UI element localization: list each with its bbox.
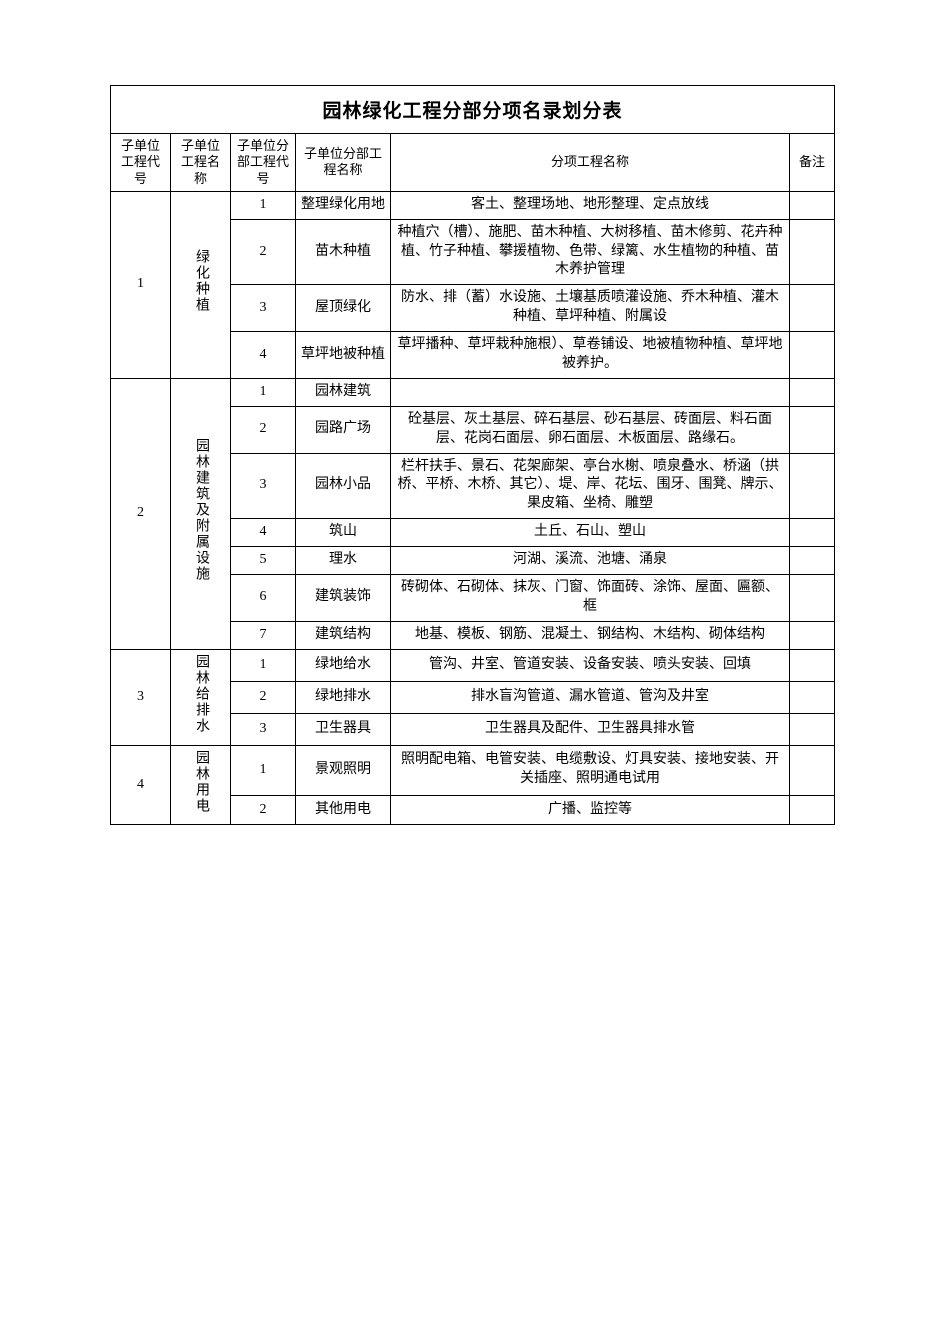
sub-name: 园林小品 bbox=[296, 453, 391, 519]
col-header-items: 分项工程名称 bbox=[391, 134, 790, 192]
section-name: 园林建筑及附属设施 bbox=[171, 378, 231, 649]
col-header-name: 子单位工程名称 bbox=[171, 134, 231, 192]
section-name: 园林用电 bbox=[171, 745, 231, 825]
items: 防水、排（蓄）水设施、土壤基质喷灌设施、乔木种植、灌木种植、草坪种植、附属设 bbox=[391, 285, 790, 332]
items: 砼基层、灰土基层、碎石基层、砂石基层、砖面层、料石面层、花岗石面层、卵石面层、木… bbox=[391, 406, 790, 453]
sub-code: 1 bbox=[231, 378, 296, 406]
col-header-note: 备注 bbox=[789, 134, 834, 192]
note bbox=[789, 453, 834, 519]
table-row: 1 绿化种植 1 整理绿化用地 客土、整理场地、地形整理、定点放线 bbox=[111, 191, 835, 219]
sub-name: 建筑结构 bbox=[296, 621, 391, 649]
section-code: 4 bbox=[111, 745, 171, 825]
col-header-subcode: 子单位分部工程代号 bbox=[231, 134, 296, 192]
items: 种植穴（槽）、施肥、苗木种植、大树移植、苗木修剪、花卉种植、竹子种植、攀援植物、… bbox=[391, 219, 790, 285]
sub-name: 建筑装饰 bbox=[296, 575, 391, 622]
table-title: 园林绿化工程分部分项名录划分表 bbox=[111, 86, 835, 134]
items: 广播、监控等 bbox=[391, 795, 790, 825]
sub-name: 苗木种植 bbox=[296, 219, 391, 285]
sub-name: 绿地排水 bbox=[296, 681, 391, 713]
table-row: 4 园林用电 1 景观照明 照明配电箱、电管安装、电缆敷设、灯具安装、接地安装、… bbox=[111, 745, 835, 795]
sub-name: 园路广场 bbox=[296, 406, 391, 453]
sub-code: 1 bbox=[231, 649, 296, 681]
note bbox=[789, 575, 834, 622]
sub-code: 5 bbox=[231, 547, 296, 575]
sub-code: 4 bbox=[231, 519, 296, 547]
note bbox=[789, 745, 834, 795]
note bbox=[789, 191, 834, 219]
sub-code: 3 bbox=[231, 285, 296, 332]
note bbox=[789, 219, 834, 285]
landscape-table: 园林绿化工程分部分项名录划分表 子单位工程代号 子单位工程名称 子单位分部工程代… bbox=[110, 85, 835, 825]
sub-name: 景观照明 bbox=[296, 745, 391, 795]
items: 地基、模板、钢筋、混凝土、钢结构、木结构、砌体结构 bbox=[391, 621, 790, 649]
note bbox=[789, 649, 834, 681]
sub-code: 7 bbox=[231, 621, 296, 649]
sub-code: 1 bbox=[231, 745, 296, 795]
note bbox=[789, 795, 834, 825]
items: 排水盲沟管道、漏水管道、管沟及井室 bbox=[391, 681, 790, 713]
items bbox=[391, 378, 790, 406]
table-row: 2 园林建筑及附属设施 1 园林建筑 bbox=[111, 378, 835, 406]
items: 土丘、石山、塑山 bbox=[391, 519, 790, 547]
note bbox=[789, 332, 834, 379]
sub-code: 2 bbox=[231, 795, 296, 825]
sub-name: 理水 bbox=[296, 547, 391, 575]
sub-name: 整理绿化用地 bbox=[296, 191, 391, 219]
items: 管沟、井室、管道安装、设备安装、喷头安装、回填 bbox=[391, 649, 790, 681]
note bbox=[789, 621, 834, 649]
items: 照明配电箱、电管安装、电缆敷设、灯具安装、接地安装、开关插座、照明通电试用 bbox=[391, 745, 790, 795]
section-code: 2 bbox=[111, 378, 171, 649]
note bbox=[789, 519, 834, 547]
items: 草坪播种、草坪栽种施根）、草卷铺设、地被植物种植、草坪地被养护。 bbox=[391, 332, 790, 379]
col-header-code: 子单位工程代号 bbox=[111, 134, 171, 192]
table-body: 1 绿化种植 1 整理绿化用地 客土、整理场地、地形整理、定点放线 2 苗木种植… bbox=[111, 191, 835, 825]
note bbox=[789, 713, 834, 745]
note bbox=[789, 285, 834, 332]
col-header-subname: 子单位分部工程名称 bbox=[296, 134, 391, 192]
section-name: 园林给排水 bbox=[171, 649, 231, 745]
sub-code: 6 bbox=[231, 575, 296, 622]
sub-name: 筑山 bbox=[296, 519, 391, 547]
sub-code: 4 bbox=[231, 332, 296, 379]
section-name: 绿化种植 bbox=[171, 191, 231, 378]
sub-code: 3 bbox=[231, 713, 296, 745]
sub-name: 卫生器具 bbox=[296, 713, 391, 745]
sub-code: 1 bbox=[231, 191, 296, 219]
sub-name: 草坪地被种植 bbox=[296, 332, 391, 379]
sub-name: 屋顶绿化 bbox=[296, 285, 391, 332]
items: 卫生器具及配件、卫生器具排水管 bbox=[391, 713, 790, 745]
section-code: 3 bbox=[111, 649, 171, 745]
sub-name: 其他用电 bbox=[296, 795, 391, 825]
sub-name: 园林建筑 bbox=[296, 378, 391, 406]
items: 客土、整理场地、地形整理、定点放线 bbox=[391, 191, 790, 219]
sub-name: 绿地给水 bbox=[296, 649, 391, 681]
note bbox=[789, 681, 834, 713]
table-row: 3 园林给排水 1 绿地给水 管沟、井室、管道安装、设备安装、喷头安装、回填 bbox=[111, 649, 835, 681]
note bbox=[789, 378, 834, 406]
sub-code: 2 bbox=[231, 681, 296, 713]
items: 砖砌体、石砌体、抹灰、门窗、饰面砖、涂饰、屋面、匾额、框 bbox=[391, 575, 790, 622]
sub-code: 3 bbox=[231, 453, 296, 519]
section-code: 1 bbox=[111, 191, 171, 378]
note bbox=[789, 547, 834, 575]
items: 河湖、溪流、池塘、涌泉 bbox=[391, 547, 790, 575]
items: 栏杆扶手、景石、花架廊架、亭台水榭、喷泉叠水、桥涵（拱桥、平桥、木桥、其它）、堤… bbox=[391, 453, 790, 519]
note bbox=[789, 406, 834, 453]
sub-code: 2 bbox=[231, 406, 296, 453]
page: 园林绿化工程分部分项名录划分表 子单位工程代号 子单位工程名称 子单位分部工程代… bbox=[0, 0, 945, 1337]
sub-code: 2 bbox=[231, 219, 296, 285]
